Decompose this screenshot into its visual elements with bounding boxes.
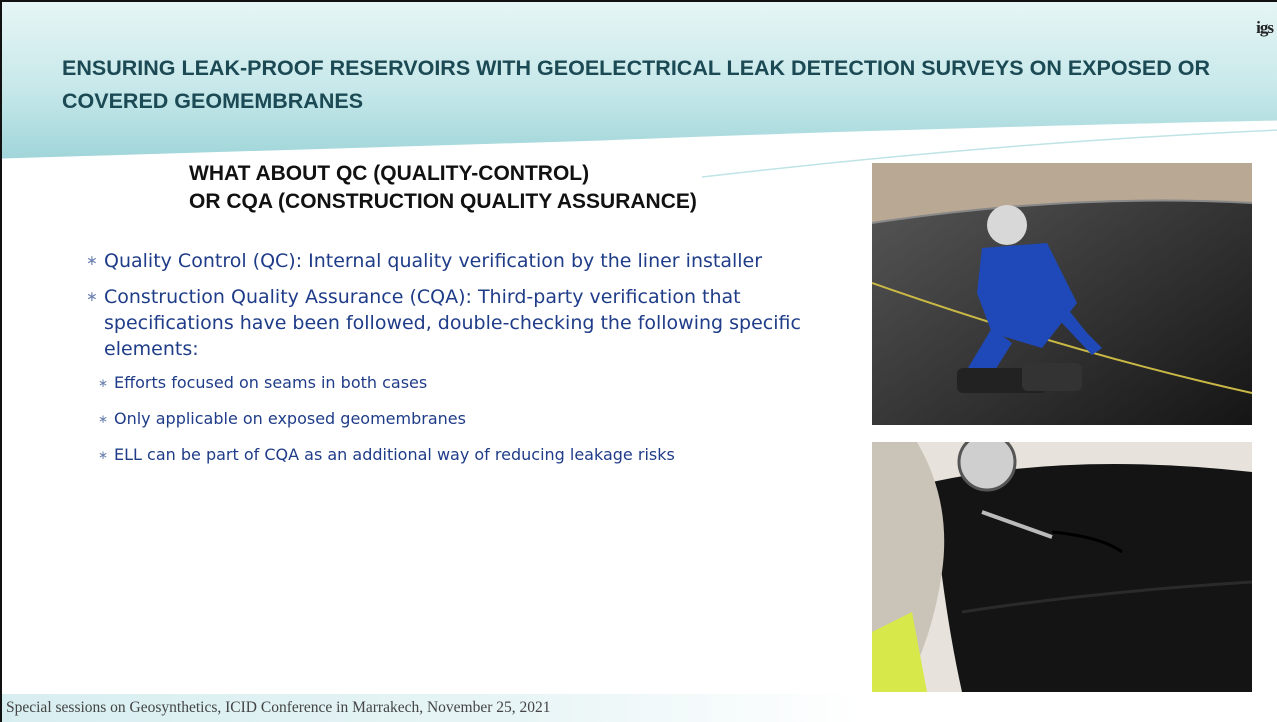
subtitle-line: OR CQA (CONSTRUCTION QUALITY ASSURANCE) [189, 188, 697, 216]
bullet-text: Quality Control (QC): Internal quality v… [104, 250, 762, 272]
subtitle-line: WHAT ABOUT QC (QUALITY-CONTROL) [189, 160, 697, 188]
sub-bullet-list: Efforts focused on seams in both cases O… [96, 372, 812, 466]
photo-installer [872, 163, 1252, 425]
sub-bullet: ELL can be part of CQA as an additional … [96, 444, 794, 466]
footer: Special sessions on Geosynthetics, ICID … [6, 699, 551, 717]
sub-bullet: Only applicable on exposed geomembranes [96, 408, 794, 430]
slide-title: ENSURING LEAK-PROOF RESERVOIRS WITH GEOE… [62, 52, 1242, 118]
sub-bullet: Efforts focused on seams in both cases [96, 372, 794, 394]
subtitle: WHAT ABOUT QC (QUALITY-CONTROL) OR CQA (… [189, 160, 697, 216]
photo-seam-test [872, 442, 1252, 692]
bullet-list: Quality Control (QC): Internal quality v… [82, 248, 812, 480]
bullet: Construction Quality Assurance (CQA): Th… [82, 284, 812, 466]
bullet-text: Construction Quality Assurance (CQA): Th… [104, 286, 801, 360]
bullet: Quality Control (QC): Internal quality v… [82, 248, 812, 274]
slide: ENSURING LEAK-PROOF RESERVOIRS WITH GEOE… [0, 0, 1277, 722]
logo: igs [1256, 18, 1273, 38]
